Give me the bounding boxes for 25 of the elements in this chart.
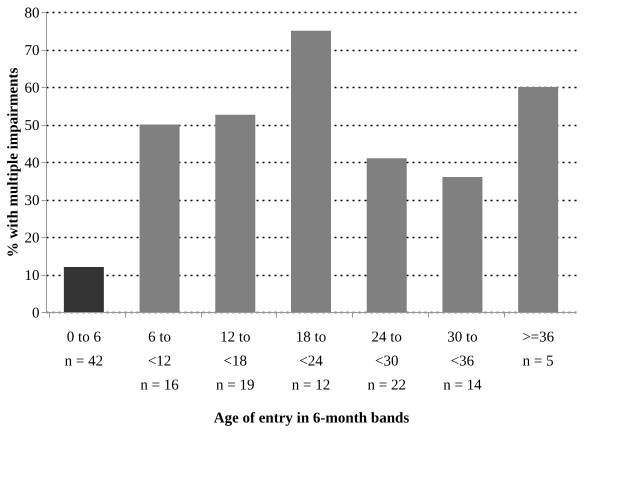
y-tick-label: 70 [24,43,40,59]
bar [291,30,331,312]
y-tick-label: 40 [24,156,40,172]
x-tick-label: 6 to <12 n = 16 [140,330,180,394]
bar [64,267,104,312]
y-axis-title: % with multiple impairments [6,68,22,258]
y-tick-label: 30 [24,193,40,209]
bar [215,114,256,312]
x-axis-title: Age of entry in 6-month bands [214,410,410,426]
bar [518,87,558,312]
y-tick-label: 50 [24,118,40,134]
y-tick-label: 80 [24,6,40,22]
bar [442,177,482,312]
y-tick-label: 20 [24,230,40,246]
x-tick-label: 18 to <24 n = 12 [292,330,330,394]
bar [140,124,180,312]
y-tick-label: 0 [32,306,40,322]
x-tick-label: 0 to 6 n = 42 [64,330,104,370]
bar [366,158,407,312]
y-tick-label: 60 [24,80,40,96]
x-tick-label: 12 to <18 n = 19 [216,330,255,394]
x-tick-label: >=36 n = 5 [522,330,555,370]
y-tick-label: 10 [24,268,40,284]
x-tick-label: 30 to <36 n = 14 [443,330,482,394]
x-tick-label: 24 to <30 n = 22 [367,330,406,394]
